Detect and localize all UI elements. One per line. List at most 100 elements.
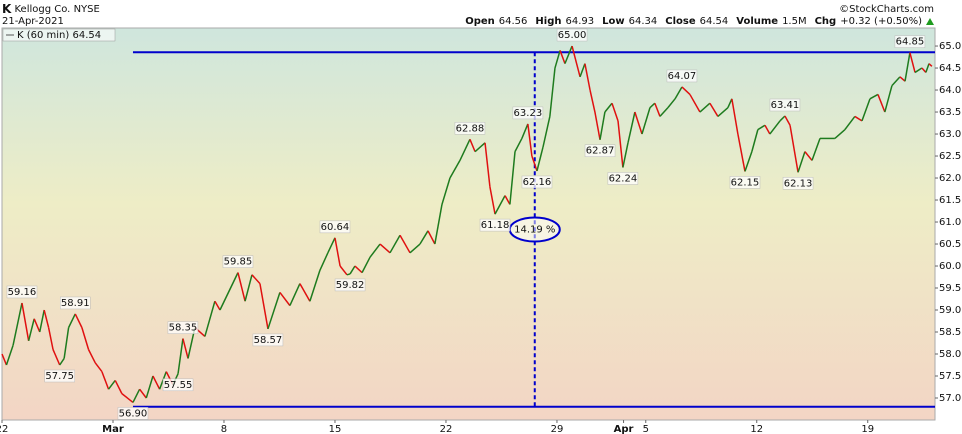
price-segment	[114, 380, 123, 394]
price-segment	[844, 115, 856, 131]
price-segment	[1, 353, 8, 366]
y-tick-label: 58.5	[939, 327, 961, 338]
price-segment	[339, 265, 348, 276]
quote-value: 1.5M	[782, 16, 807, 27]
price-label: 63.41	[771, 100, 800, 111]
price-label-box	[769, 98, 801, 112]
price-segment	[74, 313, 83, 328]
price-segment	[21, 302, 30, 341]
price-segment	[604, 102, 613, 113]
price-segment	[12, 302, 23, 346]
quote-label: Close	[665, 16, 696, 27]
price-segment	[757, 124, 766, 131]
price-segment	[627, 111, 636, 143]
price-segment	[811, 138, 821, 161]
y-tick-label: 62.0	[939, 173, 961, 184]
price-label-box	[479, 218, 511, 232]
header-left: K Kellogg Co. NYSE	[2, 2, 100, 16]
price-segment	[327, 237, 336, 254]
price-segment	[361, 256, 371, 273]
price-segment	[554, 50, 561, 69]
price-segment	[474, 142, 486, 153]
price-segment	[751, 129, 759, 152]
price-label-box	[512, 106, 544, 120]
price-segment	[514, 138, 523, 152]
price-segment	[441, 177, 451, 205]
price-segment	[469, 139, 476, 152]
price-label-box	[607, 172, 639, 185]
price-segment	[346, 273, 351, 276]
price-segment	[27, 318, 35, 341]
y-tick-label: 60.0	[939, 261, 961, 272]
price-label-box	[584, 144, 616, 157]
price-label: 57.55	[164, 380, 193, 391]
price-segment	[489, 186, 496, 215]
price-segment	[699, 102, 711, 113]
price-segment	[854, 115, 863, 122]
price-segment	[731, 98, 739, 135]
price-segment	[145, 375, 154, 399]
price-label: 62.88	[456, 123, 485, 134]
price-segment	[449, 160, 461, 179]
y-tick-label: 59.5	[939, 283, 961, 294]
price-segment	[564, 45, 573, 64]
price-label: 64.07	[668, 71, 697, 82]
price-segment	[861, 98, 871, 122]
price-segment	[5, 344, 14, 366]
price-label-box	[252, 333, 284, 347]
price-segment	[884, 85, 893, 113]
quote-label: Open	[465, 16, 495, 27]
price-segment	[251, 274, 261, 285]
x-tick-label: 12	[750, 424, 763, 434]
quote-label: Chg	[815, 16, 837, 27]
price-segment	[504, 195, 511, 205]
price-segment	[484, 142, 491, 187]
price-segment	[891, 76, 901, 87]
y-tick-label: 64.0	[939, 85, 961, 96]
price-segment	[43, 309, 50, 328]
price-segment	[667, 98, 676, 109]
price-segment	[622, 142, 629, 168]
price-segment	[214, 300, 221, 311]
price-label-box	[666, 69, 698, 83]
y-tick-label: 61.5	[939, 195, 961, 206]
y-tick-label: 60.5	[939, 239, 961, 250]
price-segment	[589, 89, 596, 113]
price-segment	[899, 76, 906, 82]
price-label: 57.75	[45, 371, 74, 382]
price-segment	[709, 102, 719, 117]
price-label: 63.23	[514, 108, 543, 119]
price-segment	[727, 98, 733, 108]
price-segment	[717, 107, 729, 117]
price-segment	[369, 243, 381, 258]
price-segment	[925, 63, 930, 73]
date: 21-Apr-2021	[2, 16, 64, 27]
price-label-box	[60, 296, 91, 310]
price-segment	[834, 129, 846, 139]
price-segment	[121, 393, 134, 403]
price-label: 62.16	[523, 177, 552, 188]
price-segment	[494, 195, 506, 215]
price-label-box	[44, 369, 75, 383]
price-segment	[909, 52, 916, 73]
quote-value: 64.54	[700, 16, 729, 27]
price-segment	[571, 45, 581, 78]
y-tick-label: 63.0	[939, 129, 961, 140]
price-segment	[52, 349, 61, 366]
price-segment	[797, 151, 806, 173]
price-segment	[59, 357, 65, 366]
price-label: 59.16	[8, 287, 37, 298]
price-segment	[33, 318, 41, 333]
price-segment	[319, 252, 329, 271]
quote-value: +0.32 (+0.50%)	[840, 16, 922, 27]
price-segment	[177, 338, 184, 374]
price-segment	[39, 309, 45, 333]
quote: Open 64.56 High 64.93 Low 64.34 Close 64.54 Volu…	[465, 16, 922, 27]
legend-label: K (60 min) 64.54	[17, 30, 101, 41]
y-tick-label: 57.5	[939, 371, 961, 382]
price-segment	[434, 204, 443, 245]
quote-label: High	[535, 16, 561, 27]
price-label-box	[117, 407, 149, 420]
price-label: 62.13	[784, 178, 813, 189]
price-segment	[219, 272, 239, 311]
